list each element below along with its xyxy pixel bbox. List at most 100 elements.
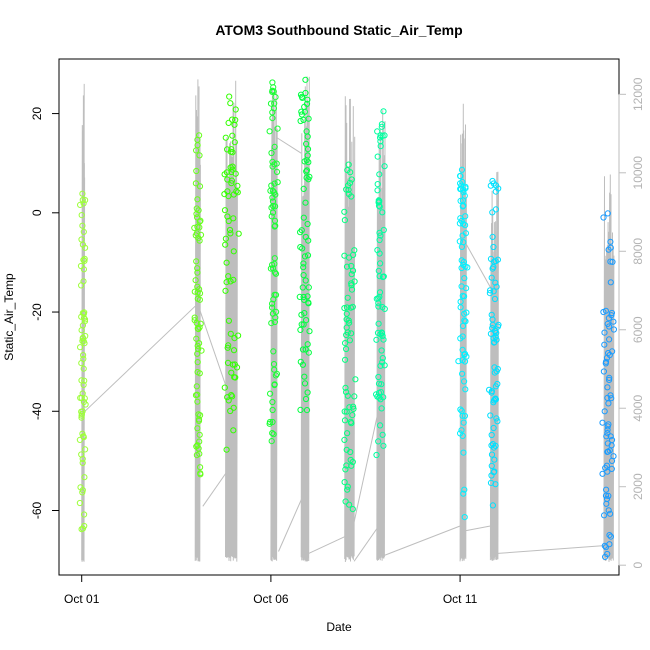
temperature-point: [490, 243, 497, 251]
temperature-point: [225, 217, 232, 225]
temperature-point: [197, 464, 204, 471]
temperature-point: [457, 304, 464, 311]
temperature-point: [222, 287, 229, 294]
temperature-point: [607, 258, 614, 265]
temperature-point: [458, 166, 466, 173]
temperature-point: [374, 128, 381, 135]
temperature-point: [488, 451, 496, 458]
temperature-point: [198, 347, 205, 354]
temperature-point: [304, 133, 311, 140]
temperature-point: [79, 222, 86, 229]
temperature-point: [379, 359, 386, 366]
temperature-point: [196, 296, 203, 303]
temperature-point: [487, 287, 494, 294]
temperature-point: [304, 293, 311, 300]
temperature-point: [607, 533, 615, 540]
transit-line: [497, 545, 604, 554]
temperature-point: [381, 163, 388, 170]
temperature-point: [457, 406, 464, 413]
temperature-point: [267, 100, 275, 107]
temperature-point: [221, 207, 229, 214]
temperature-point: [458, 264, 465, 272]
temperature-point: [378, 347, 385, 354]
temperature-point: [227, 330, 234, 337]
temperature-point: [196, 438, 203, 445]
temperature-point: [225, 317, 232, 324]
temperature-point: [459, 322, 467, 330]
temperature-point: [197, 217, 204, 224]
temperature-point: [196, 152, 203, 159]
y-axis-label: Static_Air_Temp: [2, 273, 16, 361]
temperature-point: [79, 322, 87, 329]
temperature-point: [225, 193, 232, 200]
temperature-point: [296, 293, 303, 300]
altitude-trace: [344, 96, 356, 563]
temperature-point: [348, 271, 355, 278]
temperature-point: [495, 321, 502, 328]
temperature-point: [231, 139, 238, 146]
temperature-point: [462, 386, 469, 393]
temperature-point: [225, 273, 232, 280]
temperature-point: [301, 373, 308, 380]
temperature-point: [341, 479, 348, 486]
temperature-point: [271, 100, 278, 107]
temperature-point: [78, 236, 85, 243]
altitude-trace: [300, 76, 310, 562]
temperature-point: [270, 431, 277, 438]
temperature-point: [79, 190, 86, 197]
temperature-point: [455, 358, 462, 365]
temperature-point: [297, 406, 304, 413]
temperature-point: [194, 359, 201, 366]
y2-tick-label: 12000: [631, 77, 645, 111]
temperature-point: [81, 316, 89, 323]
temperature-point: [490, 288, 497, 295]
temperature-point: [341, 217, 348, 224]
temperature-point: [194, 325, 201, 332]
temperature-point: [378, 123, 385, 130]
temperature-point: [80, 266, 88, 273]
temperature-point: [270, 348, 277, 355]
temperature-point: [269, 79, 276, 86]
temperature-point: [461, 358, 469, 365]
y-tick-label: -40: [30, 402, 44, 420]
temperature-point: [193, 167, 200, 175]
temperature-point: [303, 140, 310, 147]
temperature-point: [489, 441, 496, 448]
temperature-point: [79, 337, 86, 345]
temperature-point: [350, 403, 357, 410]
temperature-point: [228, 168, 235, 176]
temperature-point: [304, 152, 311, 159]
temperature-point: [457, 173, 464, 180]
temperature-point: [350, 405, 357, 412]
temperature-point: [460, 258, 467, 266]
temperature-point: [77, 394, 84, 401]
temperature-point: [458, 283, 465, 290]
temperature-point: [78, 451, 85, 458]
temperature-point: [605, 492, 612, 499]
temperature-point: [457, 430, 464, 437]
temperature-point: [488, 274, 495, 281]
temperature-point: [194, 196, 201, 203]
temperature-point: [193, 383, 200, 390]
temperature-point: [193, 452, 200, 459]
temperature-point: [273, 308, 280, 315]
temperature-point: [82, 446, 89, 453]
temperature-point: [302, 199, 309, 206]
temperature-point: [376, 250, 383, 257]
temperature-point: [273, 168, 281, 175]
temperature-point: [604, 426, 611, 433]
temperature-point: [300, 185, 307, 192]
temperature-point: [489, 325, 496, 332]
temperature-point: [274, 179, 281, 186]
temperature-point: [351, 393, 358, 400]
temperature-point: [300, 264, 307, 271]
temperature-point: [487, 479, 495, 486]
plot-frame: [58, 58, 620, 576]
temperature-point: [349, 506, 356, 513]
temperature-point: [227, 230, 234, 237]
temperature-point: [230, 248, 237, 255]
temperature-point: [299, 284, 306, 291]
temperature-point: [230, 276, 237, 283]
temperature-point: [80, 314, 88, 322]
temperature-point: [222, 134, 229, 141]
